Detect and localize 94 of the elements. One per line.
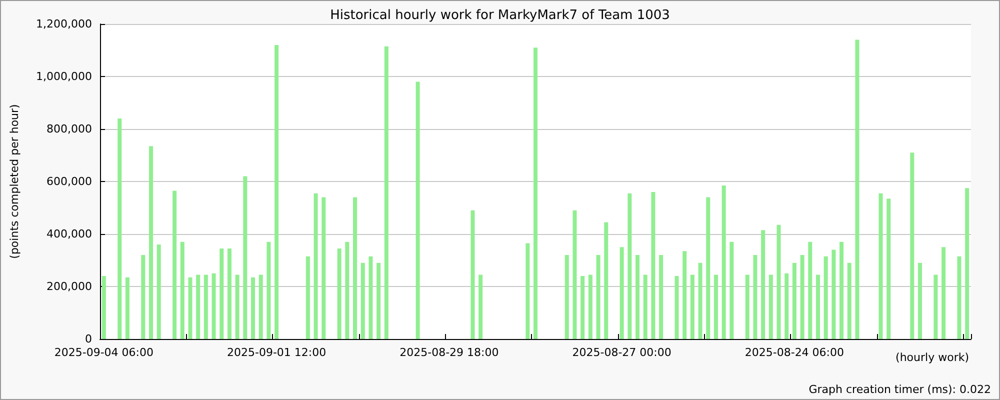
bar bbox=[965, 188, 970, 339]
bar bbox=[172, 190, 177, 339]
bar bbox=[564, 255, 569, 339]
bar bbox=[266, 242, 271, 339]
bar bbox=[337, 248, 342, 339]
bar bbox=[886, 198, 891, 339]
bar bbox=[478, 274, 483, 339]
bar bbox=[628, 193, 632, 339]
bar bbox=[918, 262, 922, 339]
bar bbox=[470, 210, 475, 339]
bar bbox=[596, 255, 600, 339]
bar bbox=[572, 210, 577, 339]
bar bbox=[243, 176, 248, 339]
y-tick-label: 400,000 bbox=[46, 228, 92, 240]
bar bbox=[360, 262, 365, 339]
bar bbox=[808, 242, 812, 339]
bar bbox=[314, 193, 318, 339]
bar bbox=[125, 277, 130, 339]
bar bbox=[384, 46, 388, 339]
y-tick-label: 1,000,000 bbox=[36, 70, 92, 83]
bar bbox=[832, 250, 836, 339]
bar bbox=[258, 274, 263, 339]
bar bbox=[180, 242, 184, 339]
bar bbox=[526, 243, 530, 339]
bar bbox=[322, 197, 326, 339]
bar bbox=[604, 222, 608, 339]
bar bbox=[761, 230, 766, 339]
bar bbox=[376, 262, 381, 339]
bar bbox=[368, 256, 373, 339]
bar bbox=[934, 274, 938, 339]
bar bbox=[149, 146, 154, 339]
y-tick-label: 600,000 bbox=[46, 175, 92, 188]
bar bbox=[698, 262, 702, 339]
bar bbox=[156, 244, 161, 339]
bar bbox=[682, 251, 687, 339]
bar bbox=[651, 192, 656, 339]
bar bbox=[730, 242, 734, 339]
y-tick-label: 200,000 bbox=[46, 280, 92, 293]
bar bbox=[118, 118, 122, 339]
bar bbox=[714, 274, 718, 339]
x-tick-label: 2025-08-29 18:00 bbox=[400, 346, 499, 359]
bar bbox=[636, 255, 640, 339]
bar bbox=[643, 274, 648, 339]
x-axis-title: (hourly work) bbox=[896, 351, 970, 364]
bar bbox=[659, 255, 664, 339]
bar bbox=[753, 255, 758, 339]
bar bbox=[534, 48, 538, 339]
bar bbox=[690, 274, 694, 339]
bar bbox=[784, 273, 789, 339]
x-tick-label: 2025-09-04 06:00 bbox=[54, 346, 154, 359]
y-axis-title: (points completed per hour) bbox=[8, 104, 21, 259]
bar bbox=[227, 248, 232, 339]
bar bbox=[188, 277, 192, 339]
bar bbox=[824, 256, 828, 339]
bar bbox=[792, 262, 796, 339]
bar bbox=[220, 248, 224, 339]
bar bbox=[141, 255, 146, 339]
bar bbox=[942, 247, 946, 339]
bar bbox=[102, 276, 106, 339]
x-tick-label: 2025-09-01 12:00 bbox=[226, 346, 326, 359]
bar bbox=[816, 274, 820, 339]
bar bbox=[620, 247, 624, 339]
bar bbox=[345, 242, 350, 339]
bar bbox=[745, 274, 750, 339]
x-tick-label: 2025-08-27 00:00 bbox=[572, 346, 672, 359]
bar bbox=[235, 274, 240, 339]
bar bbox=[706, 197, 710, 339]
y-tick-label: 1,200,000 bbox=[36, 18, 92, 30]
bar bbox=[722, 185, 726, 339]
bar bbox=[251, 277, 256, 339]
text: Graph creation timer (ms): 0.022 bbox=[808, 383, 992, 396]
bar bbox=[416, 82, 420, 339]
y-tick-label: 800,000 bbox=[46, 122, 92, 136]
bar bbox=[776, 224, 781, 339]
bar bbox=[212, 273, 216, 339]
bar bbox=[957, 256, 962, 339]
bar bbox=[204, 274, 208, 339]
bar bbox=[847, 262, 852, 339]
bar bbox=[353, 197, 358, 339]
bar bbox=[588, 274, 592, 339]
y-tick-label: 0 bbox=[85, 332, 92, 346]
x-tick-label: 2025-08-24 06:00 bbox=[744, 346, 844, 359]
bar bbox=[878, 193, 883, 339]
bar bbox=[306, 256, 310, 339]
bar bbox=[580, 276, 585, 339]
bar bbox=[855, 40, 860, 339]
bar bbox=[840, 242, 844, 339]
bar bbox=[274, 45, 279, 339]
bar bbox=[800, 255, 804, 339]
bar bbox=[910, 152, 914, 339]
bar bbox=[768, 274, 773, 339]
chart-title: Historical hourly work for MarkyMark7 of Team 1003 bbox=[330, 8, 670, 23]
bar bbox=[674, 276, 679, 339]
bar bbox=[196, 274, 200, 339]
